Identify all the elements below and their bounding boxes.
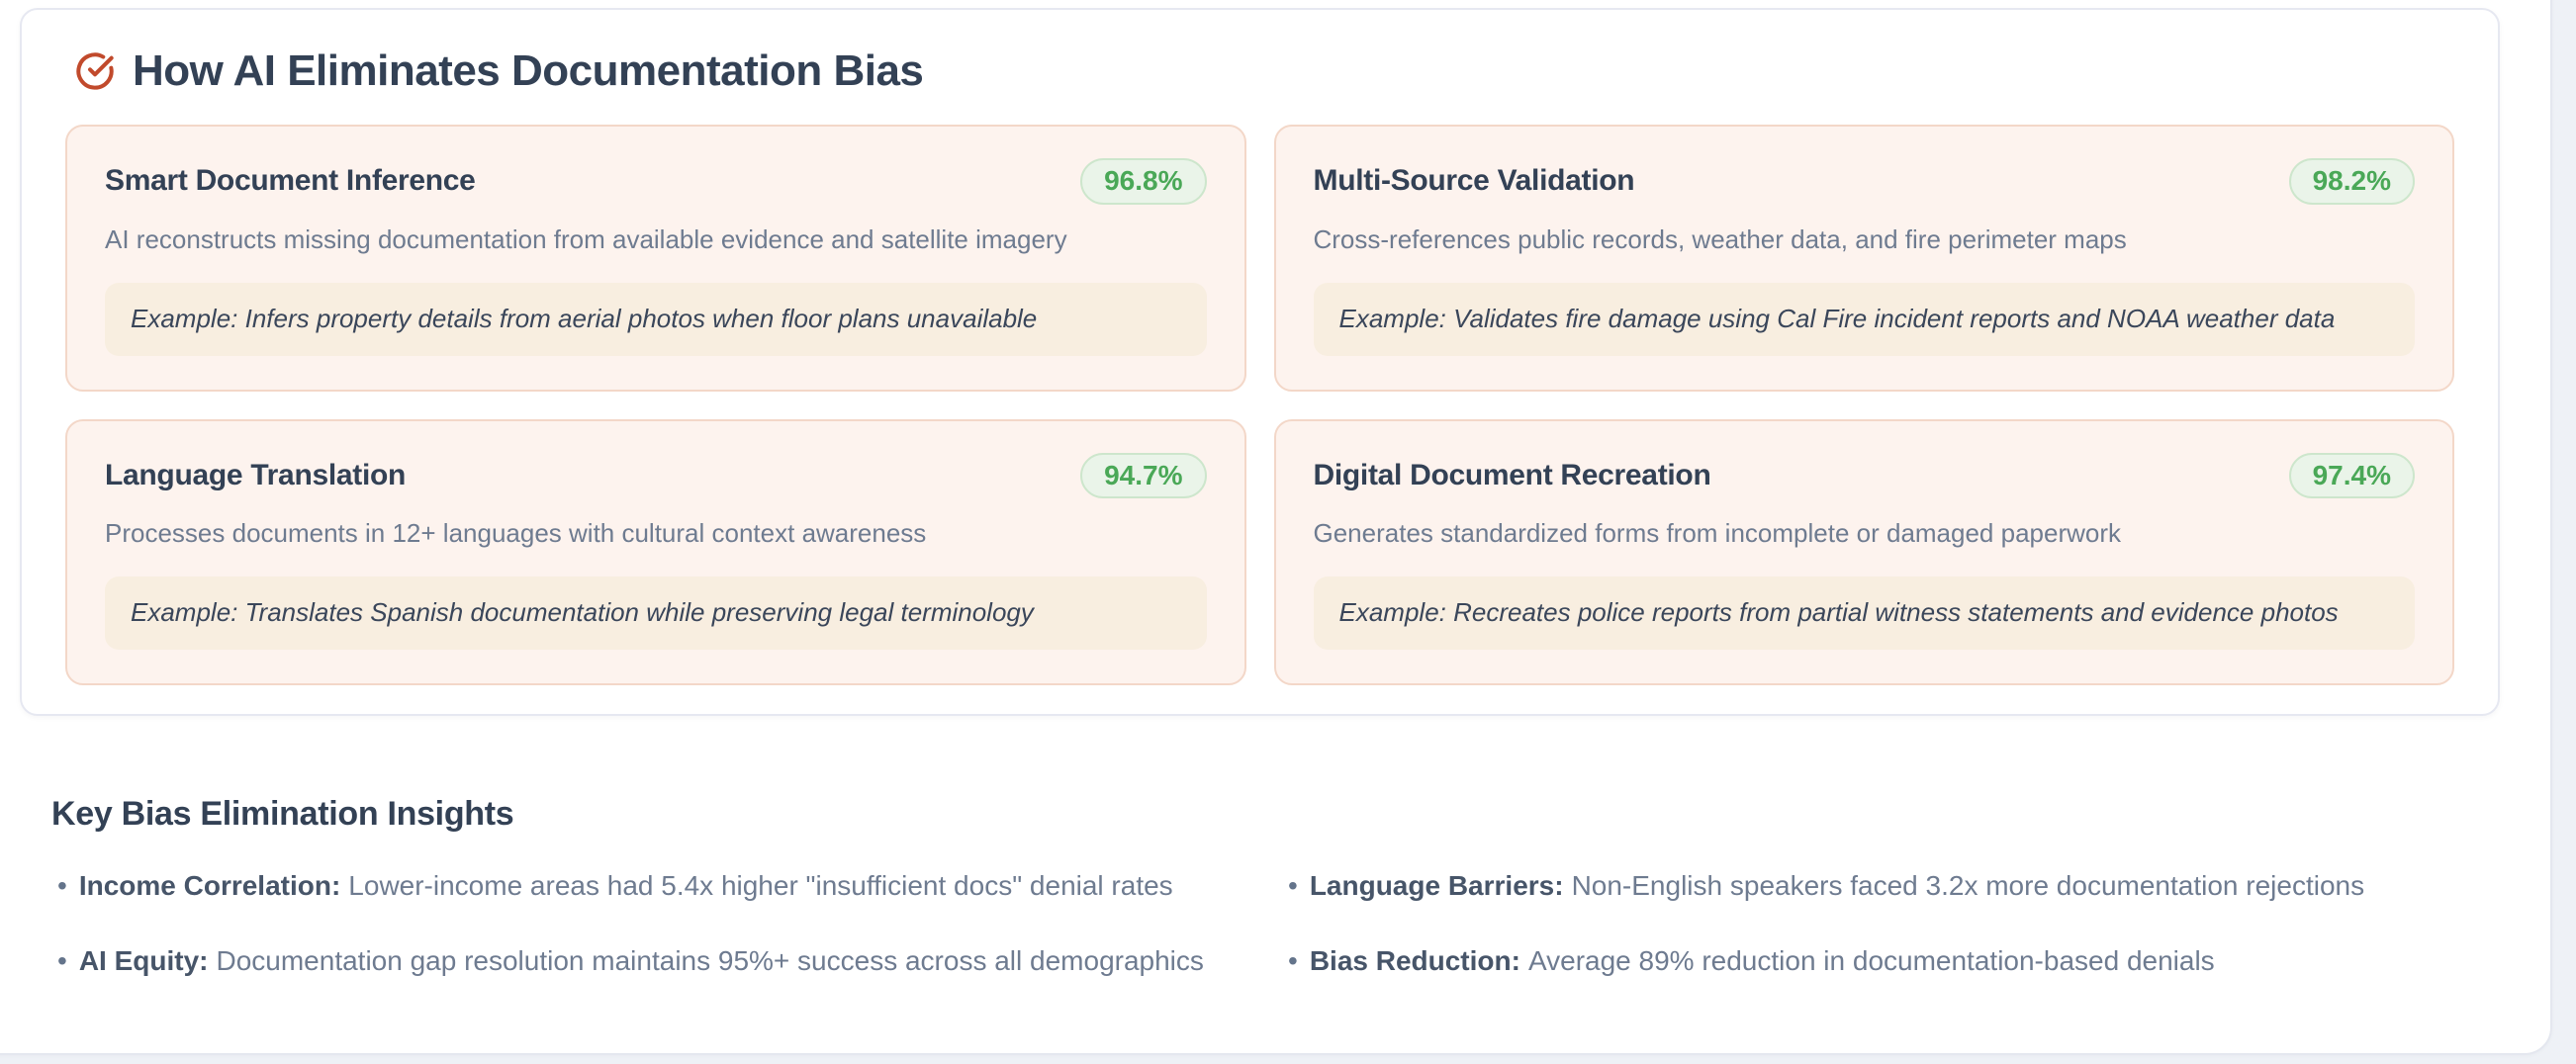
insight-text: Lower-income areas had 5.4x higher "insu… <box>348 870 1173 901</box>
section-header: How AI Eliminates Documentation Bias <box>75 46 2454 95</box>
feature-title: Multi-Source Validation <box>1313 164 1635 198</box>
feature-example: Example: Translates Spanish documentatio… <box>105 576 1207 650</box>
bullet-icon: • <box>57 944 67 976</box>
feature-title: Smart Document Inference <box>105 164 476 198</box>
feature-card-digital-document-recreation: Digital Document Recreation 97.4% Genera… <box>1273 418 2454 685</box>
insight-label: Income Correlation: <box>78 870 341 901</box>
key-insights-section: Key Bias Elimination Insights • Income Co… <box>51 795 2495 977</box>
insight-label: Bias Reduction: <box>1309 944 1520 976</box>
bullet-icon: • <box>1288 870 1298 901</box>
feature-header: Smart Document Inference 96.8% <box>105 158 1207 205</box>
insights-grid: • Income Correlation: Lower-income areas h… <box>51 869 2495 977</box>
accuracy-badge: 97.4% <box>2288 452 2415 498</box>
feature-title: Language Translation <box>105 458 407 491</box>
circle-check-icon <box>75 51 115 91</box>
page-title: How AI Eliminates Documentation Bias <box>133 46 924 95</box>
feature-card-language-translation: Language Translation 94.7% Processes doc… <box>65 418 1246 685</box>
feature-card-smart-document-inference: Smart Document Inference 96.8% AI recons… <box>65 125 1246 392</box>
feature-description: AI reconstructs missing documentation fr… <box>105 223 1067 254</box>
bullet-icon: • <box>1288 944 1298 976</box>
accuracy-badge: 98.2% <box>2288 158 2415 205</box>
insight-income-correlation: • Income Correlation: Lower-income areas h… <box>51 869 1282 903</box>
feature-header: Multi-Source Validation 98.2% <box>1313 158 2415 205</box>
insight-text: Documentation gap resolution maintains 9… <box>216 944 1204 976</box>
feature-example: Example: Recreates police reports from p… <box>1313 576 2415 650</box>
feature-description: Generates standardized forms from incomp… <box>1313 517 2122 548</box>
insight-label: AI Equity: <box>78 944 209 976</box>
insight-language-barriers: • Language Barriers: Non-English speakers … <box>1282 869 2495 903</box>
feature-header: Language Translation 94.7% <box>105 452 1207 498</box>
feature-card-multi-source-validation: Multi-Source Validation 98.2% Cross-refe… <box>1273 125 2454 392</box>
documentation-bias-card: How AI Eliminates Documentation Bias Sma… <box>20 8 2500 716</box>
insight-text: Non-English speakers faced 3.2x more doc… <box>1571 870 2365 901</box>
feature-header: Digital Document Recreation 97.4% <box>1313 452 2415 498</box>
insight-ai-equity: • AI Equity: Documentation gap resolution … <box>51 944 1282 978</box>
features-grid: Smart Document Inference 96.8% AI recons… <box>65 125 2454 685</box>
feature-example: Example: Infers property details from ae… <box>105 282 1207 356</box>
feature-title: Digital Document Recreation <box>1313 458 1711 491</box>
accuracy-badge: 94.7% <box>1080 452 1207 498</box>
insights-heading: Key Bias Elimination Insights <box>51 795 514 833</box>
feature-example: Example: Validates fire damage using Cal… <box>1313 282 2415 356</box>
insight-bias-reduction: • Bias Reduction: Average 89% reduction in… <box>1282 944 2495 978</box>
feature-description: Processes documents in 12+ languages wit… <box>105 517 927 548</box>
feature-description: Cross-references public records, weather… <box>1313 223 2127 254</box>
insight-label: Language Barriers: <box>1309 870 1564 901</box>
insight-text: Average 89% reduction in documentation-b… <box>1527 944 2215 976</box>
bullet-icon: • <box>57 870 67 901</box>
accuracy-badge: 96.8% <box>1080 158 1207 205</box>
